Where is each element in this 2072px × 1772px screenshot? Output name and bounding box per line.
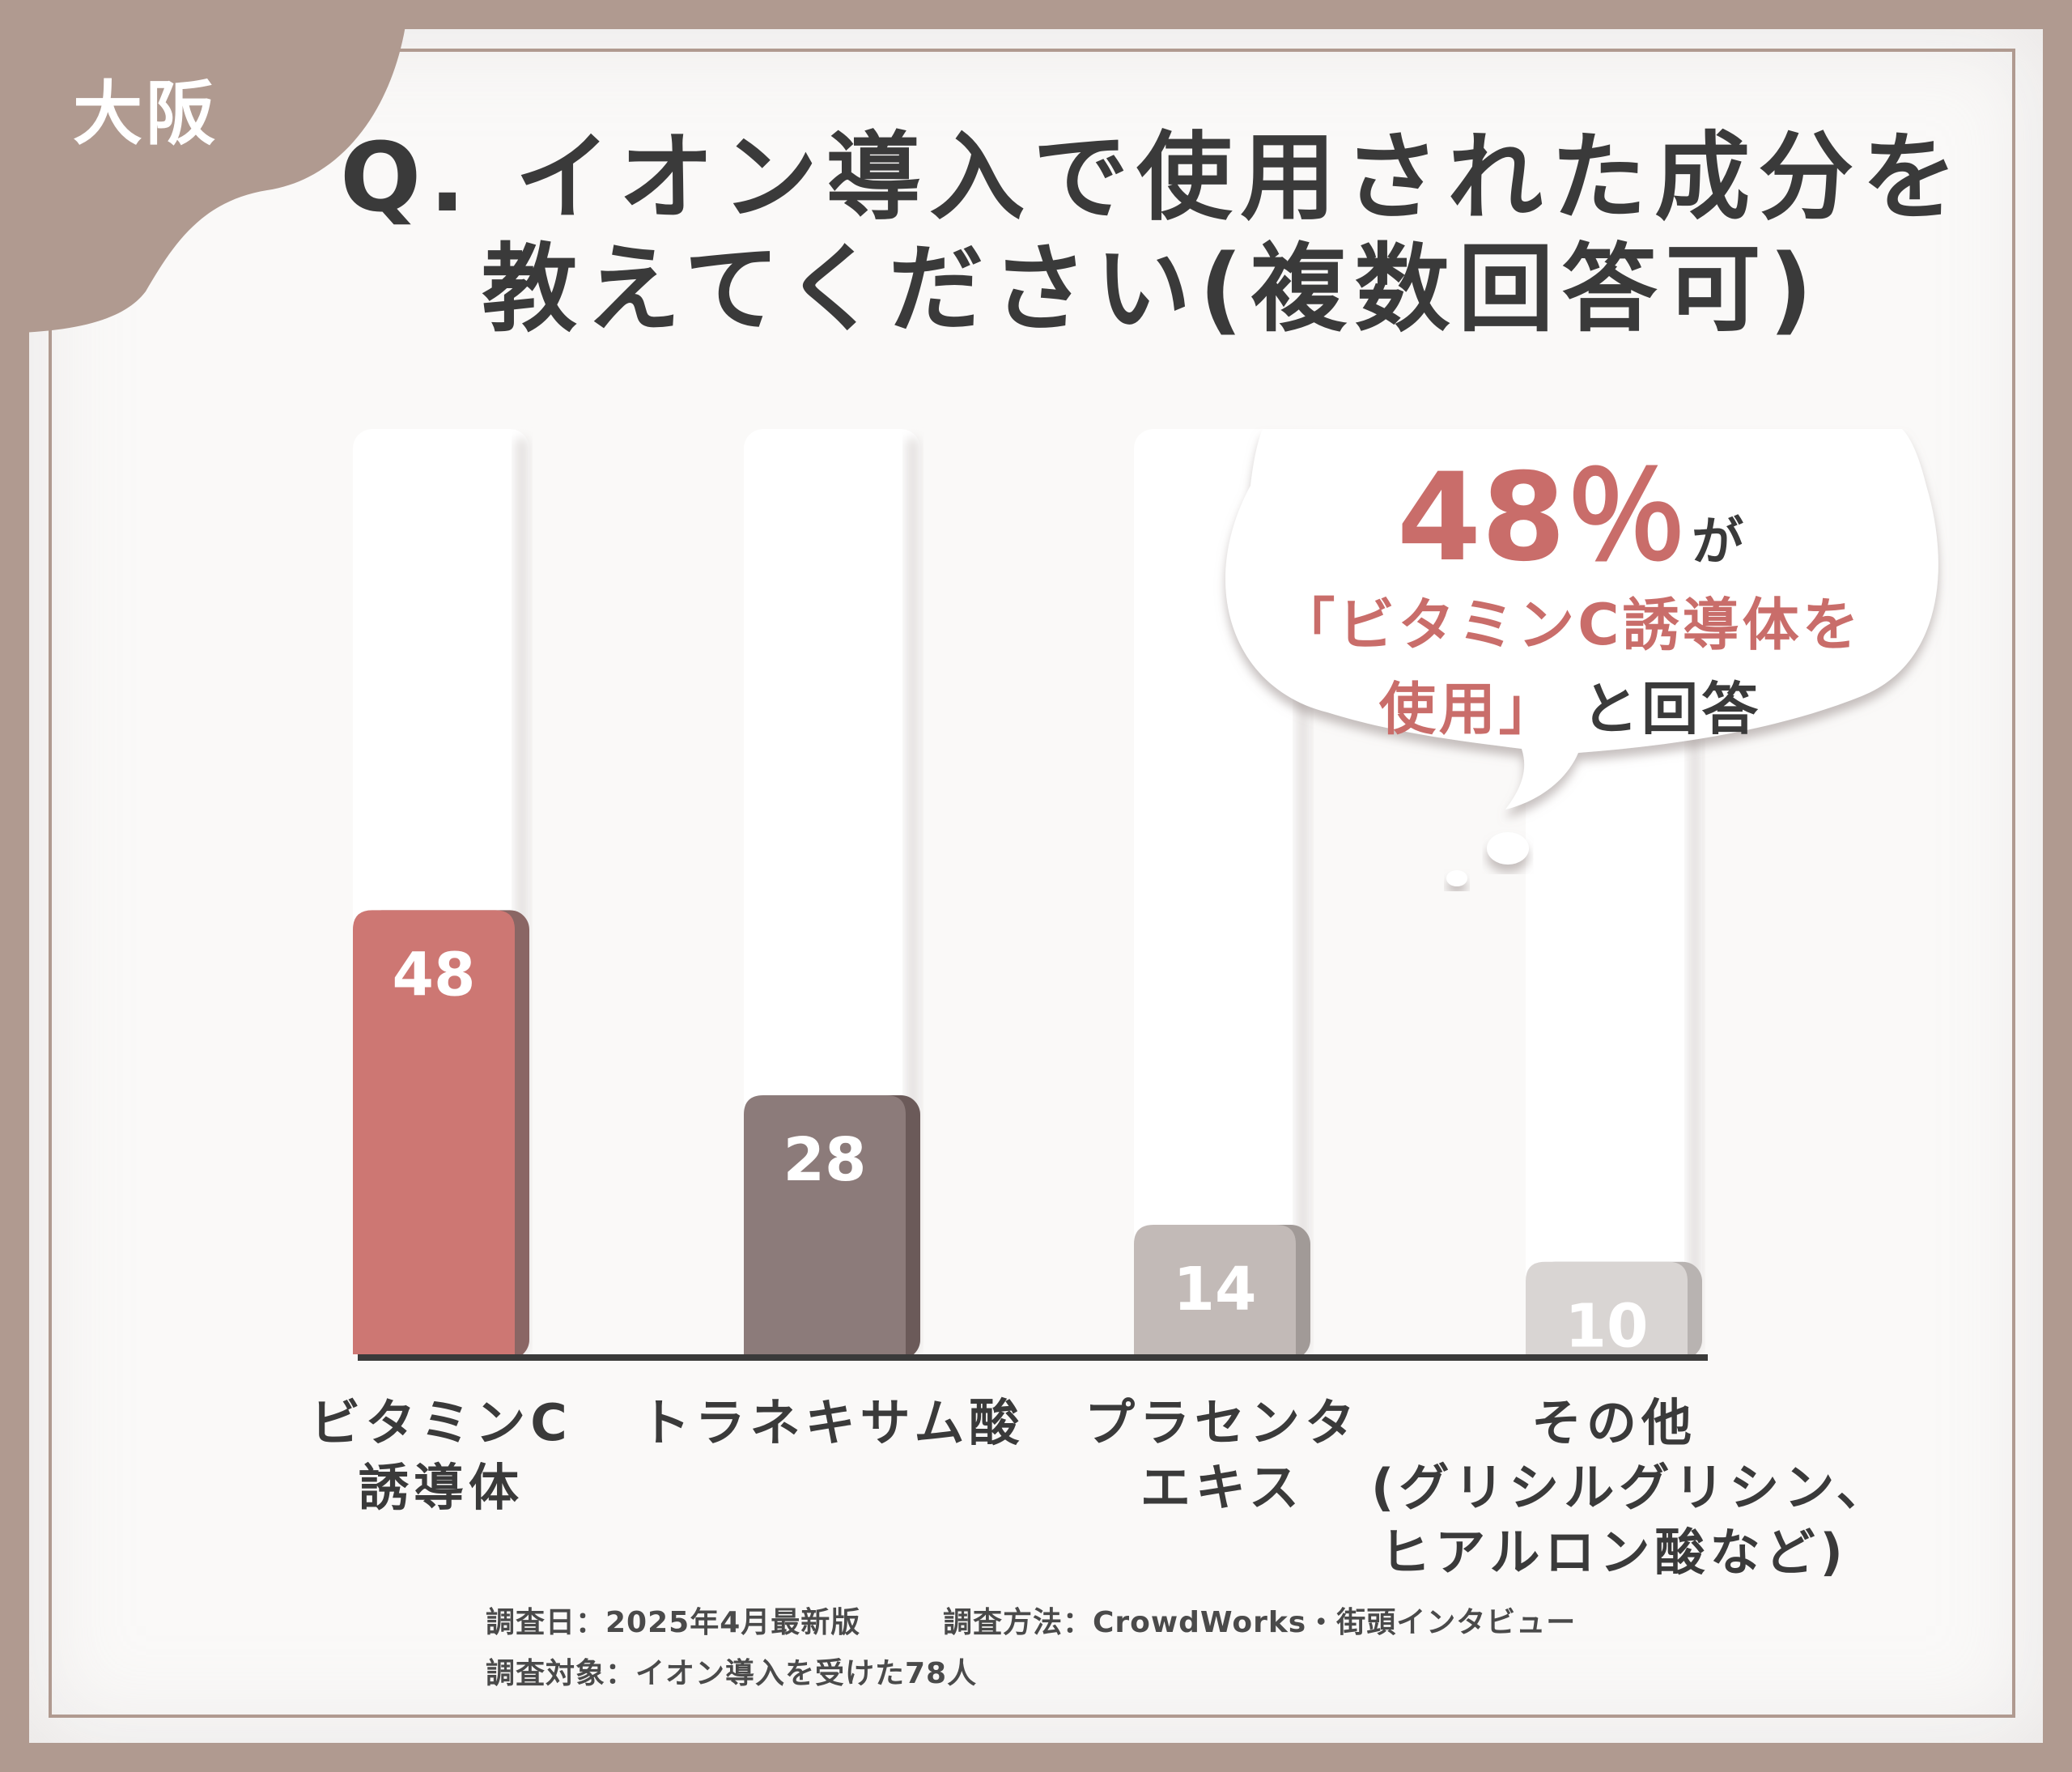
bar	[1134, 1224, 1296, 1354]
category-label-line: トラネキサム酸	[639, 1393, 1025, 1452]
footnote-target: 調査対象：イオン導入を受けた78人	[486, 1657, 978, 1690]
callout-dot-small	[1446, 870, 1467, 886]
corner-badge-shape	[0, 0, 409, 334]
callout-line-3-rest: と回答	[1582, 676, 1762, 742]
bar-value-label: 48	[393, 940, 476, 1009]
callout-line-2: 「ビタミンC誘導体を	[1278, 592, 1862, 658]
callout-percent: 48％	[1396, 448, 1688, 589]
footnote-date: 調査日：2025年4月最新版	[486, 1606, 861, 1639]
bar-value-label: 28	[783, 1125, 867, 1195]
title-line-2: 教えてください(複数回答可)	[482, 233, 1821, 345]
callout-line-3-highlight: 使用」	[1378, 676, 1559, 742]
category-label-line: その他	[1531, 1393, 1696, 1452]
page-title: Q. イオン導入で使用された成分を 教えてください(複数回答可)	[340, 121, 2023, 345]
category-label-line: プラセンタ	[1084, 1393, 1360, 1452]
category-label: トラネキサム酸	[589, 1391, 1075, 1455]
category-label-line: ビタミンC	[310, 1393, 572, 1452]
footnote-method: 調査方法：CrowdWorks・街頭インタビュー	[943, 1606, 1577, 1639]
bar	[353, 910, 515, 1354]
category-label-line: 誘導体	[358, 1458, 524, 1517]
category-label: ビタミンC 誘導体	[198, 1391, 684, 1520]
callout-dot-large	[1487, 832, 1529, 865]
callout-bubble	[1225, 429, 1938, 810]
callout-text: 48％ が 「ビタミンC誘導体を 使用」 と回答	[1263, 453, 1878, 751]
title-line-1: Q. イオン導入で使用された成分を	[340, 121, 1966, 233]
region-badge: 大阪	[73, 74, 219, 155]
bar	[744, 1094, 906, 1354]
bar-value-label: 10	[1565, 1292, 1649, 1362]
callout-suffix: が	[1692, 512, 1744, 572]
category-label-line: ヒアルロン酸など)	[1380, 1523, 1848, 1582]
category-label-line: エキス	[1140, 1458, 1305, 1517]
bar-value-label: 14	[1174, 1255, 1257, 1324]
category-label: プラセンタ エキス	[979, 1391, 1465, 1520]
bar	[1526, 1261, 1688, 1354]
card-border	[49, 49, 2015, 1718]
category-label-line: (グリシルグリシン、	[1371, 1458, 1892, 1517]
category-label: その他 (グリシルグリシン、ヒアルロン酸など)	[1371, 1391, 1892, 1585]
